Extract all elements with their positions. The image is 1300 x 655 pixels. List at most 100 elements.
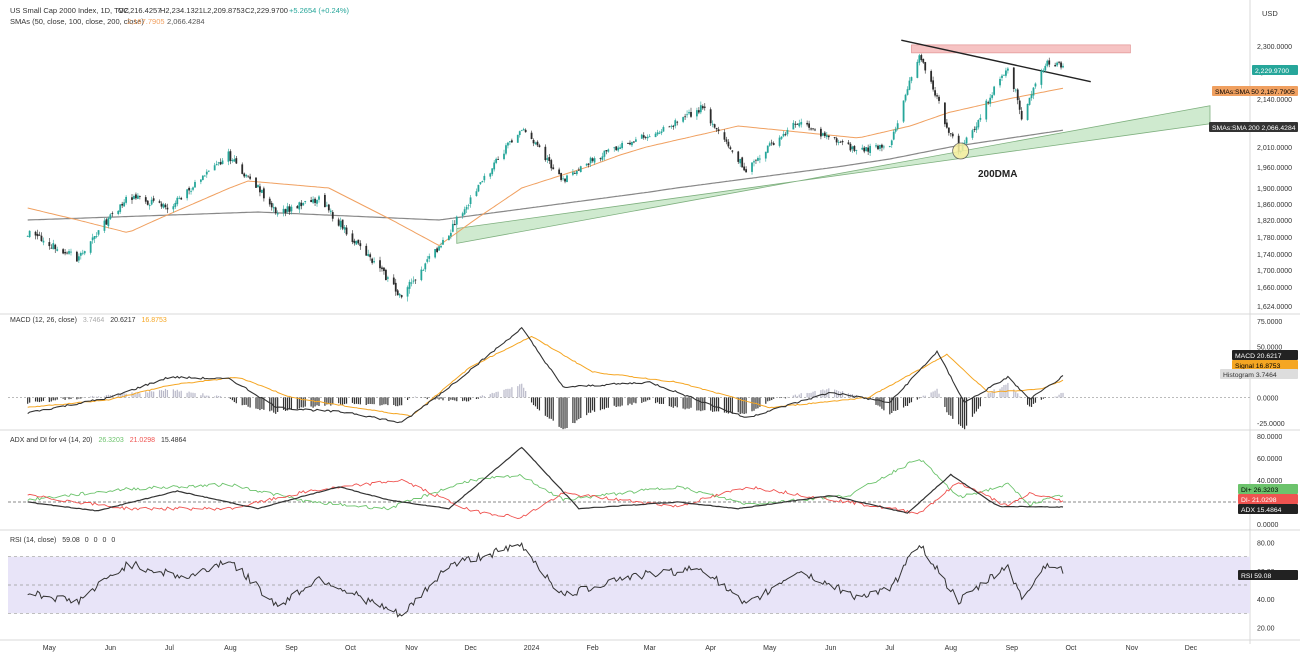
candle-body xyxy=(766,145,769,153)
candle-body xyxy=(247,175,250,177)
rsi-header: RSI (14, close) 59.08 0 0 0 0 xyxy=(10,537,115,544)
signal-tag: Signal 16.8753 xyxy=(1235,363,1281,370)
candle-body xyxy=(745,169,748,173)
candle-body xyxy=(412,280,415,282)
candle-body xyxy=(585,163,588,166)
rsi-tick-label: 40.00 xyxy=(1257,597,1275,604)
macd-tick-label: -25.0000 xyxy=(1257,421,1285,428)
candle-body xyxy=(40,235,43,242)
candle-body xyxy=(593,158,596,163)
macd-pane[interactable] xyxy=(8,326,1250,430)
price-pane[interactable] xyxy=(26,39,1211,302)
candle-body xyxy=(215,163,218,166)
candle-body xyxy=(117,210,120,215)
candle-body xyxy=(479,182,482,184)
candle-body xyxy=(1062,65,1064,68)
candle-body xyxy=(737,151,740,162)
candle-body xyxy=(985,100,988,120)
candle-body xyxy=(270,202,273,208)
x-tick-label: Mar xyxy=(644,645,657,652)
rsi-tick-label: 80.00 xyxy=(1257,541,1275,548)
candle-body xyxy=(772,142,775,146)
candle-body xyxy=(497,159,500,160)
x-tick-label: Nov xyxy=(1126,645,1139,652)
rsi-header-v3: 0 xyxy=(102,537,106,544)
candle-body xyxy=(566,175,568,183)
candle-body xyxy=(963,142,966,144)
currency-label: USD xyxy=(1262,9,1278,18)
candle-body xyxy=(989,97,992,104)
adx-header-diminus: 21.0298 xyxy=(130,437,155,444)
candle-body xyxy=(162,204,165,208)
candle-body xyxy=(644,137,647,139)
candle-body xyxy=(538,145,541,148)
candle-body xyxy=(131,197,133,200)
candle-body xyxy=(463,209,466,215)
candle-body xyxy=(148,205,151,207)
candle-body xyxy=(888,146,891,147)
candle-body xyxy=(282,208,285,213)
price-tick-label: 1,960.0000 xyxy=(1257,165,1292,172)
candle-body xyxy=(221,160,224,165)
candle-body xyxy=(188,187,190,191)
candle-body xyxy=(560,172,562,180)
adx-line xyxy=(27,446,1064,514)
candle-body xyxy=(916,61,919,78)
candle-body xyxy=(284,209,287,214)
candle-body xyxy=(949,133,952,135)
candle-body xyxy=(660,131,663,134)
candle-body xyxy=(1056,62,1059,66)
ohlc-low: L2,209.8753 xyxy=(203,6,245,15)
rsi-pane[interactable] xyxy=(8,541,1250,618)
candle-body xyxy=(62,249,65,254)
candle-body xyxy=(95,236,98,237)
candle-body xyxy=(792,122,795,130)
candle-body xyxy=(219,162,222,165)
candle-body xyxy=(971,130,974,138)
candle-body xyxy=(631,141,633,146)
ohlc-close: C2,229.9700 xyxy=(245,6,288,15)
candle-body xyxy=(696,110,698,117)
candle-body xyxy=(656,132,659,135)
candle-body xyxy=(589,157,592,164)
candle-body xyxy=(951,133,954,137)
price-tick-label: 1,860.0000 xyxy=(1257,202,1292,209)
macd-header-signal: 16.8753 xyxy=(142,317,167,324)
candle-body xyxy=(199,179,202,182)
candle-body xyxy=(930,71,933,82)
candle-body xyxy=(394,282,397,292)
candle-body xyxy=(851,146,854,150)
adx-tag-bg xyxy=(1238,504,1298,514)
candle-body xyxy=(365,245,368,256)
candle-body xyxy=(646,136,649,139)
candle-body xyxy=(892,131,895,140)
rsi-header-v4: 0 xyxy=(111,537,115,544)
candle-body xyxy=(798,123,801,127)
diminus-tag: DI- 21.0298 xyxy=(1241,497,1277,504)
macd-tick-label: 50.0000 xyxy=(1257,345,1282,352)
candle-body xyxy=(392,277,395,285)
candle-body xyxy=(820,128,822,137)
adx-pane[interactable] xyxy=(8,446,1250,519)
candle-body xyxy=(79,253,82,256)
candle-body xyxy=(944,102,946,125)
candle-body xyxy=(577,169,580,171)
x-tick-label: Jun xyxy=(105,645,116,652)
candle-body xyxy=(438,246,440,251)
candle-body xyxy=(936,95,938,97)
candle-body xyxy=(672,125,675,127)
sma-legend-values: 2,167.7905 2,066.4284 xyxy=(127,17,205,26)
candle-body xyxy=(503,153,505,160)
candle-body xyxy=(619,147,622,150)
candle-body xyxy=(713,124,716,128)
candle-body xyxy=(385,269,387,281)
di-minus-line xyxy=(27,478,1064,519)
candle-body xyxy=(920,55,923,61)
x-tick-label: Aug xyxy=(945,645,958,652)
candle-body xyxy=(601,156,604,160)
candle-body xyxy=(522,129,525,131)
signal-line xyxy=(27,335,1064,417)
candle-body xyxy=(451,223,454,232)
candle-body xyxy=(314,198,316,203)
